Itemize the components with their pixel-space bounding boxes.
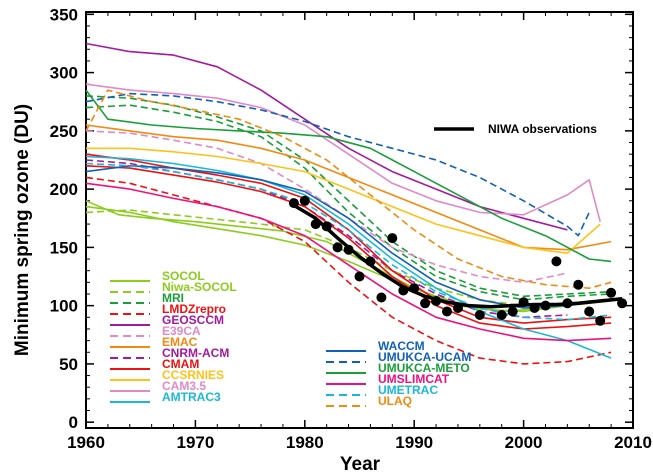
y-tick-label: 50	[59, 355, 78, 374]
legend-label: AMTRAC3	[162, 390, 221, 404]
x-tick-label: 1970	[176, 433, 214, 452]
series-line-umukca-meto	[85, 89, 612, 263]
plot-area: 1960 1970 1980 1990 2000 2010 0 50 100 150 200 250…	[50, 5, 652, 452]
y-tick-label: 350	[50, 5, 78, 24]
observation-point	[310, 219, 321, 230]
legend-label: WACCM	[378, 339, 425, 353]
legend-label: UMETRAC	[378, 383, 438, 397]
series-line-amtrac3	[85, 155, 612, 359]
legend-label: E39CA	[162, 324, 201, 338]
observation-point	[529, 303, 540, 313]
observation-point	[343, 244, 354, 255]
observation-point	[420, 298, 431, 309]
y-tick-label: 100	[50, 297, 78, 316]
y-axis-title: Minimum spring ozone (DU)	[12, 104, 33, 356]
x-axis-title: Year	[340, 454, 381, 475]
legend-label: CMAM	[162, 357, 199, 371]
x-tick-label: 2000	[505, 433, 543, 452]
y-tick-label: 300	[50, 64, 78, 83]
series-line-umukca-ucam	[85, 92, 590, 237]
observation-point	[354, 271, 365, 282]
legend-left: SOCOLNiwa-SOCOLMRILMDZreproGEOSCCME39CAE…	[110, 269, 237, 404]
observation-point	[507, 306, 518, 317]
observation-point	[606, 287, 617, 298]
y-tick-label: 250	[50, 122, 78, 141]
series-line-waccm	[85, 165, 612, 309]
observation-point	[431, 296, 442, 306]
observation-point	[562, 298, 573, 309]
x-tick-label: 1990	[395, 433, 433, 452]
legend-label: CNRM-ACM	[162, 346, 229, 360]
series-line-umetrac	[85, 162, 612, 321]
plot-frame	[85, 11, 634, 429]
y-tick-label: 150	[50, 238, 78, 257]
observation-point	[332, 242, 343, 253]
observation-point	[474, 310, 485, 320]
observation-point	[321, 221, 332, 232]
series-line-umslimcat	[85, 182, 612, 342]
series-line-ccsrnies	[86, 147, 601, 254]
observation-point	[518, 297, 529, 308]
series-line-cam3-5	[85, 83, 601, 222]
legend-label: LMDZrepro	[162, 302, 226, 316]
observation-point	[376, 292, 387, 303]
observation-point	[496, 310, 507, 320]
observation-point	[442, 306, 452, 317]
observation-point	[387, 233, 398, 244]
legend-label: UMUKCA-UCAM	[378, 350, 471, 364]
observation-legend-label: NIWA observations	[488, 122, 597, 136]
x-tick-label: 2010	[614, 433, 652, 452]
series-line-geosccm	[85, 42, 568, 231]
legend-label: UMUKCA-METO	[378, 361, 470, 375]
series-line-lmdzrepro	[85, 176, 612, 365]
observation-point	[573, 279, 584, 290]
observation-point	[288, 198, 299, 209]
legend-label: EMAC	[162, 335, 198, 349]
legend-label: CCSRNIES	[162, 368, 224, 382]
legend-label: CAM3.5	[162, 379, 206, 393]
observation-point	[365, 256, 376, 267]
observation-point	[398, 285, 409, 296]
y-tick-label: 0	[69, 413, 78, 432]
legend-label: SOCOL	[162, 269, 205, 283]
x-tick-label: 1980	[286, 433, 324, 452]
observation-point	[595, 315, 606, 326]
observation-point	[453, 303, 463, 313]
legend-label: Niwa-SOCOL	[162, 280, 237, 294]
observation-legend: NIWA observations	[434, 122, 597, 136]
legend-label: ULAQ	[378, 394, 412, 408]
observation-point	[617, 298, 628, 309]
series-line-socol	[85, 205, 612, 313]
x-tick-label: 1960	[67, 433, 105, 452]
observation-point	[299, 195, 310, 206]
series-line-mri	[85, 104, 612, 301]
series-line-e39ca	[85, 130, 568, 284]
y-tick-label: 200	[50, 180, 78, 199]
observation-point	[540, 300, 551, 311]
observations	[288, 195, 628, 326]
legend-label: MRI	[162, 291, 184, 305]
legend-right: WACCMUMUKCA-UCAMUMUKCA-METOUMSLIMCATUMET…	[326, 339, 471, 408]
legend-label: GEOSCCM	[162, 313, 224, 327]
observation-point	[584, 306, 595, 317]
observation-point	[551, 256, 562, 267]
legend-label: UMSLIMCAT	[378, 372, 450, 386]
observation-point	[409, 283, 420, 294]
x-axis: 1960 1970 1980 1990 2000 2010	[67, 12, 652, 452]
